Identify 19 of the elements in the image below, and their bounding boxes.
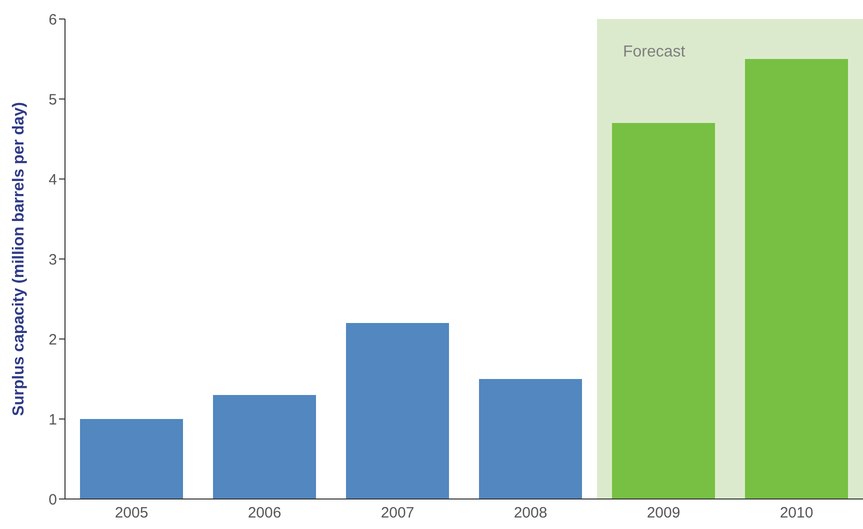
y-tick-label: 6 [48, 11, 57, 28]
y-tick-label: 5 [48, 91, 57, 108]
y-tick-label: 2 [48, 331, 57, 348]
x-tick-label: 2006 [248, 504, 282, 522]
y-tick-label: 0 [48, 491, 57, 508]
x-tick-label: 2008 [514, 504, 548, 522]
y-axis-title: Surplus capacity (million barrels per day) [10, 102, 28, 416]
y-tick-label: 1 [48, 411, 57, 428]
band-label: Forecast [623, 43, 686, 60]
x-tick-label: 2005 [114, 504, 148, 522]
bar [80, 419, 183, 499]
x-tick-label: 2010 [780, 504, 814, 522]
y-tick-label: 3 [48, 251, 57, 268]
bar [213, 395, 316, 499]
bar [479, 379, 582, 499]
bar [346, 323, 449, 499]
y-tick-label: 4 [48, 171, 57, 188]
x-tick-label: 2009 [646, 504, 680, 522]
x-tick-label: 2007 [380, 504, 414, 522]
